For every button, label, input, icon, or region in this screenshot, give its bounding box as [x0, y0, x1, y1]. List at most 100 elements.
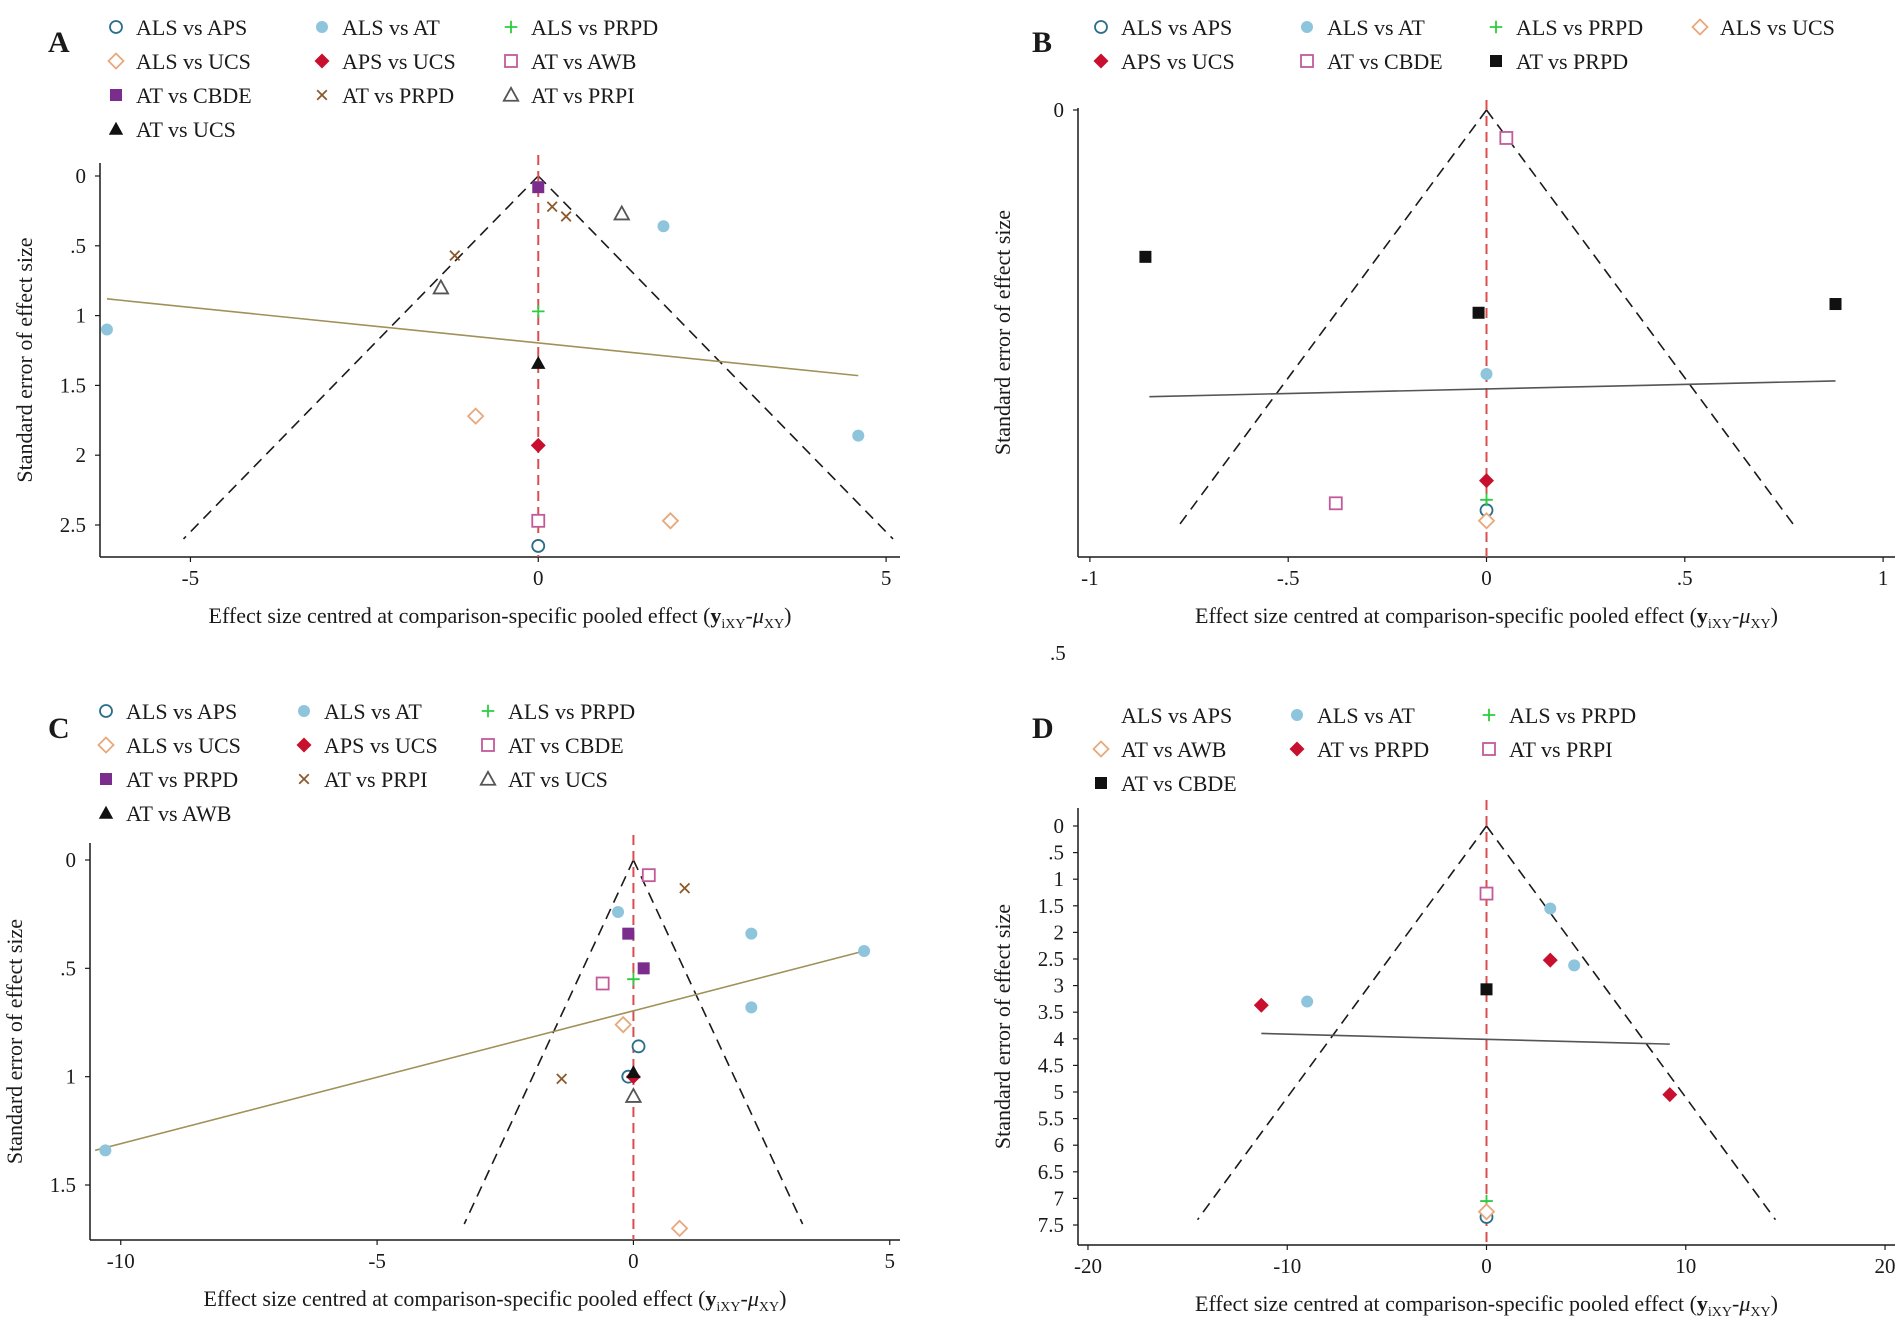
legend-label-a-2: ALS vs PRPD — [531, 15, 658, 40]
panel-letter-d: D — [1032, 712, 1054, 745]
x-tick-label-d-3: 10 — [1675, 1254, 1696, 1278]
legend-label-a-6: AT vs CBDE — [136, 83, 252, 108]
legend-marker-b-0 — [1094, 20, 1108, 34]
y-tick-label-a-1: .5 — [70, 234, 86, 258]
legend-marker-b-2 — [1489, 20, 1503, 34]
y-tick-label-d-11: 5.5 — [1038, 1107, 1064, 1131]
funnel-right-d — [1485, 825, 1777, 1221]
x-tick-label-b-1: -.5 — [1277, 566, 1300, 590]
y-tick-label-c-1: .5 — [60, 956, 76, 980]
y-tick-label-d-10: 5 — [1054, 1080, 1065, 1104]
data-point-b-2-0 — [1480, 493, 1493, 507]
legend-label-c-2: ALS vs PRPD — [508, 699, 635, 724]
legend-marker-c-3 — [97, 736, 115, 754]
legend-label-c-0: ALS vs APS — [126, 699, 237, 724]
data-point-a-3-0 — [466, 407, 485, 425]
data-point-d-3-0 — [1477, 1202, 1496, 1221]
data-point-b-5-1 — [1328, 496, 1343, 511]
y-tick-label-a-0: 0 — [76, 164, 87, 188]
legend-marker-a-7 — [316, 89, 328, 101]
data-point-d-1-1 — [1568, 959, 1581, 972]
data-point-d-5-0 — [1479, 886, 1494, 901]
funnel-left-d — [1196, 825, 1488, 1221]
legend-label-d-5: AT vs PRPI — [1509, 737, 1613, 762]
funnel-right-b — [1485, 109, 1797, 529]
data-point-b-3-0 — [1477, 512, 1496, 530]
y-tick-label-d-9: 4.5 — [1038, 1053, 1064, 1077]
data-point-d-1-0 — [1544, 902, 1557, 915]
y-tick-label-a-5: 2.5 — [60, 513, 86, 537]
legend-label-c-1: ALS vs AT — [324, 699, 422, 724]
legend-marker-a-1 — [316, 21, 328, 33]
data-point-d-4-0 — [1542, 952, 1558, 968]
y-tick-label-c-3: 1.5 — [50, 1173, 76, 1197]
data-point-c-6-1 — [637, 962, 650, 975]
data-point-c-1-0 — [612, 906, 625, 918]
y-tick-label-d-4: 2 — [1054, 920, 1065, 944]
data-point-b-6-0 — [1139, 250, 1152, 263]
y-axis-title-c: Standard error of effect size — [2, 919, 27, 1164]
regression-line-b — [1149, 380, 1836, 398]
y-tick-label-d-6: 3 — [1054, 974, 1065, 998]
x-tick-label-c-1: -5 — [368, 1249, 386, 1273]
y-tick-label-d-1: .5 — [1048, 841, 1064, 865]
y-tick-label-d-0: 0 — [1054, 814, 1065, 838]
legend-marker-c-8 — [479, 769, 497, 786]
legend-marker-d-6 — [1095, 777, 1107, 789]
data-point-c-2-0 — [627, 972, 640, 986]
data-point-c-3-0 — [614, 1015, 632, 1034]
legend-label-a-4: APS vs UCS — [342, 49, 456, 74]
funnel-left-a — [182, 175, 539, 540]
legend-marker-a-8 — [502, 85, 520, 102]
legend-marker-a-9 — [108, 121, 124, 135]
data-point-a-4-0 — [530, 437, 546, 453]
legend-label-a-1: ALS vs AT — [342, 15, 440, 40]
data-point-d-6-0 — [1480, 983, 1493, 996]
panel-a: A ALS vs APS ALS vs AT ALS vs PRPD ALS vs UC… — [12, 15, 900, 590]
legend-marker-c-7 — [298, 773, 310, 785]
panel-b: B ALS vs APS ALS vs AT ALS vs PRPD ALS vs UC… — [990, 15, 1895, 590]
y-tick-label-a-2: 1 — [76, 304, 87, 328]
legend-label-d-1: ALS vs AT — [1317, 703, 1415, 728]
data-point-a-9-0 — [531, 355, 546, 369]
legend-label-c-8: AT vs UCS — [508, 767, 608, 792]
legend-marker-d-2 — [1482, 708, 1496, 722]
panel-d: D ALS vs APS ALS vs AT ALS vs PRPD AT vs AWB… — [990, 703, 1896, 1278]
x-tick-label-d-4: 20 — [1875, 1254, 1896, 1278]
x-tick-label-a-0: -5 — [182, 566, 200, 590]
legend-marker-d-5 — [1482, 742, 1496, 756]
legend-marker-a-4 — [314, 53, 330, 69]
legend-label-c-3: ALS vs UCS — [126, 733, 241, 758]
legend-label-b-0: ALS vs APS — [1121, 15, 1232, 40]
x-tick-label-c-3: 5 — [884, 1249, 895, 1273]
x-tick-label-c-2: 0 — [628, 1249, 639, 1273]
y-tick-label-c-0: 0 — [66, 848, 77, 872]
data-point-a-7-0 — [546, 201, 558, 213]
panel-letter-b: B — [1032, 26, 1052, 59]
data-point-c-1-2 — [858, 945, 871, 957]
legend-label-a-5: AT vs AWB — [531, 49, 636, 74]
data-point-c-1-3 — [745, 1001, 758, 1014]
x-tick-label-b-0: -1 — [1081, 566, 1099, 590]
y-tick-label-d-8: 4 — [1054, 1027, 1065, 1051]
y-tick-label-d-14: 7 — [1054, 1186, 1065, 1210]
legend-marker-a-2 — [504, 20, 518, 34]
y-tick-label-d-5: 2.5 — [1038, 947, 1064, 971]
y-axis-title-a: Standard error of effect size — [12, 237, 37, 482]
legend-marker-a-0 — [109, 20, 123, 34]
legend-marker-b-3 — [1691, 18, 1709, 36]
data-point-b-5-0 — [1499, 131, 1514, 145]
legend-label-a-7: AT vs PRPD — [342, 83, 454, 108]
x-tick-label-c-0: -10 — [107, 1249, 135, 1273]
data-point-c-7-0 — [679, 882, 691, 894]
legend-label-d-0: ALS vs APS — [1121, 703, 1232, 728]
legend-marker-d-1 — [1291, 709, 1303, 721]
panel-letter-a: A — [48, 26, 70, 59]
legend-marker-c-5 — [481, 738, 495, 752]
legend-label-d-2: ALS vs PRPD — [1509, 703, 1636, 728]
legend-label-a-8: AT vs PRPI — [531, 83, 635, 108]
data-point-c-9-0 — [626, 1065, 641, 1079]
legend-marker-c-0 — [99, 704, 113, 718]
y-tick-label-d-15: 7.5 — [1038, 1213, 1064, 1237]
